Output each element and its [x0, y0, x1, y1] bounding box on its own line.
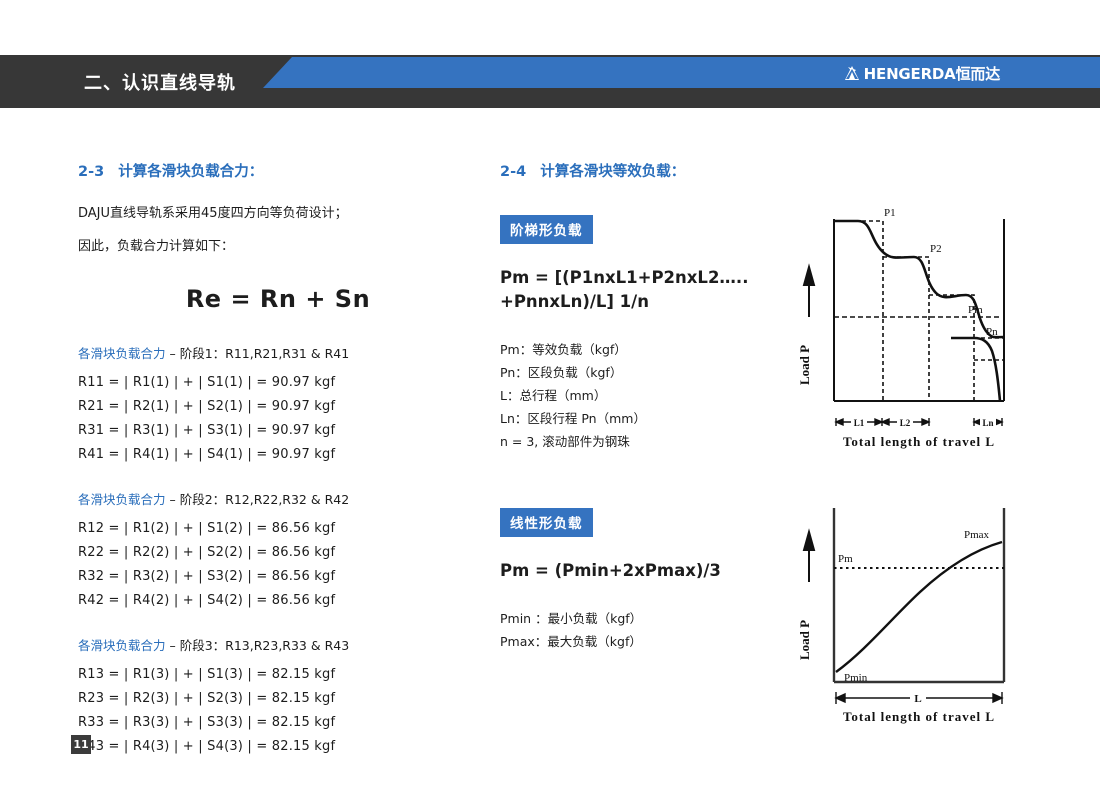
definition-item: Pmax：最大负载（kgf）: [500, 634, 642, 649]
load-line: R22 = | R2(2) | + | S2(2) | = 86.56 kgf: [78, 545, 336, 560]
definition-item: Ln：区段行程 Pn（mm）: [500, 411, 646, 426]
right-column: 2-4 计算各滑块等效负载： 阶梯形负载 Pm = [(P1nxL1+P2nxL2…: [500, 160, 1040, 724]
load-line: R42 = | R4(2) | + | S4(2) | = 86.56 kgf: [78, 593, 336, 608]
step-load-chart: Load P P1 P2 P: [796, 205, 1026, 465]
step-load-badge: 阶梯形负载: [500, 215, 593, 244]
group-title-blue: 各滑块负载合力: [78, 492, 166, 507]
intro-line-2: 因此，负载合力计算如下：: [78, 239, 235, 254]
svg-text:Load P: Load P: [797, 620, 812, 660]
step-load-block: 阶梯形负载 Pm = [(P1nxL1+P2nxL2….. +PnnxLn)/L…: [500, 215, 800, 453]
svg-text:P1: P1: [884, 207, 896, 219]
svg-text:P2: P2: [930, 243, 942, 255]
header-blue-band: [263, 57, 1100, 88]
group-title: 各滑块负载合力 – 阶段3：R13,R23,R33 & R43: [78, 635, 478, 657]
section-number: 2-4: [500, 164, 527, 180]
brand-logo: HENGERDA恒而达: [844, 55, 1000, 91]
chapter-title: 二、认识直线导轨: [84, 72, 236, 94]
definition-item: L：总行程（mm）: [500, 388, 607, 403]
section-heading-2-3: 2-3 计算各滑块负载合力：: [78, 160, 478, 181]
section-title: 计算各滑块等效负载：: [540, 164, 686, 180]
svg-text:Pm: Pm: [968, 304, 983, 316]
group-title-blue: 各滑块负载合力: [78, 346, 166, 361]
linear-load-formula: Pm = (Pmin+2xPmax)/3: [500, 561, 721, 580]
svg-text:Total length of travel L: Total length of travel L: [843, 434, 995, 449]
linear-load-definitions: Pmin ：最小负载（kgf） Pmax：最大负载（kgf）: [500, 607, 800, 653]
load-line: R11 = | R1(1) | + | S1(1) | = 90.97 kgf: [78, 375, 336, 390]
group-title: 各滑块负载合力 – 阶段2：R12,R22,R32 & R42: [78, 489, 478, 511]
section-heading-2-4: 2-4 计算各滑块等效负载：: [500, 160, 1040, 181]
definition-item: Pn：区段负载（kgf）: [500, 365, 623, 380]
page-header: 二、认识直线导轨 HENGERDA恒而达: [0, 55, 1100, 108]
group-title-rest: – 阶段2：R12,R22,R32 & R42: [165, 492, 350, 507]
linear-load-badge: 线性形负载: [500, 508, 593, 537]
svg-text:Pm: Pm: [838, 553, 853, 565]
load-group-stage-1: 各滑块负载合力 – 阶段1：R11,R21,R31 & R41 R11 = | …: [78, 343, 478, 467]
group-title-rest: – 阶段3：R13,R23,R33 & R43: [165, 638, 350, 653]
load-line: R32 = | R3(2) | + | S3(2) | = 86.56 kgf: [78, 569, 336, 584]
svg-text:Pmin: Pmin: [844, 672, 868, 684]
svg-text:L1: L1: [854, 418, 865, 428]
intro-line-1: DAJU直线导轨系采用45度四方向等负荷设计；: [78, 206, 348, 221]
load-line: R23 = | R2(3) | + | S2(3) | = 82.15 kgf: [78, 691, 336, 706]
linear-load-block: 线性形负载 Pm = (Pmin+2xPmax)/3 Pmin ：最小负载（kg…: [500, 508, 800, 653]
definition-item: Pm：等效负载（kgf）: [500, 342, 627, 357]
load-line: R13 = | R1(3) | + | S1(3) | = 82.15 kgf: [78, 667, 336, 682]
load-line: R12 = | R1(2) | + | S1(2) | = 86.56 kgf: [78, 521, 336, 536]
left-column: 2-3 计算各滑块负载合力： DAJU直线导轨系采用45度四方向等负荷设计； 因此…: [78, 160, 478, 781]
section-title: 计算各滑块负载合力：: [118, 164, 264, 180]
svg-text:L2: L2: [900, 418, 911, 428]
group-title: 各滑块负载合力 – 阶段1：R11,R21,R31 & R41: [78, 343, 478, 365]
group-title-blue: 各滑块负载合力: [78, 638, 166, 653]
linear-load-chart: Load P Pm Pmax Pmin L Total length: [796, 500, 1026, 740]
load-line: R33 = | R3(3) | + | S3(3) | = 82.15 kgf: [78, 715, 336, 730]
step-load-definitions: Pm：等效负载（kgf） Pn：区段负载（kgf） L：总行程（mm） Ln：区…: [500, 338, 800, 453]
step-load-formula: Pm = [(P1nxL1+P2nxL2….. +PnnxLn)/L] 1/n: [500, 268, 749, 311]
svg-text:Total length of travel L: Total length of travel L: [843, 709, 995, 724]
load-line: R43 = | R4(3) | + | S4(3) | = 82.15 kgf: [78, 739, 336, 754]
svg-text:Pmax: Pmax: [964, 529, 990, 541]
page-number: 11: [71, 735, 91, 754]
definition-item: Pmin ：最小负载（kgf）: [500, 611, 643, 626]
load-line: R41 = | R4(1) | + | S4(1) | = 90.97 kgf: [78, 447, 336, 462]
svg-text:L: L: [914, 693, 921, 705]
main-formula: Re = Rn + Sn: [185, 285, 371, 313]
svg-text:Ln: Ln: [982, 418, 993, 428]
section-number: 2-3: [78, 164, 105, 180]
eagle-logo-icon: [844, 65, 861, 82]
svg-text:Load P: Load P: [797, 345, 812, 385]
group-title-rest: – 阶段1：R11,R21,R31 & R41: [165, 346, 350, 361]
svg-text:Pn: Pn: [986, 326, 998, 338]
load-group-stage-3: 各滑块负载合力 – 阶段3：R13,R23,R33 & R43 R13 = | …: [78, 635, 478, 759]
definition-item: n = 3, 滚动部件为钢珠: [500, 434, 630, 449]
load-group-stage-2: 各滑块负载合力 – 阶段2：R12,R22,R32 & R42 R12 = | …: [78, 489, 478, 613]
load-line: R21 = | R2(1) | + | S2(1) | = 90.97 kgf: [78, 399, 336, 414]
brand-name: HENGERDA恒而达: [863, 64, 1001, 83]
load-line: R31 = | R3(1) | + | S3(1) | = 90.97 kgf: [78, 423, 336, 438]
